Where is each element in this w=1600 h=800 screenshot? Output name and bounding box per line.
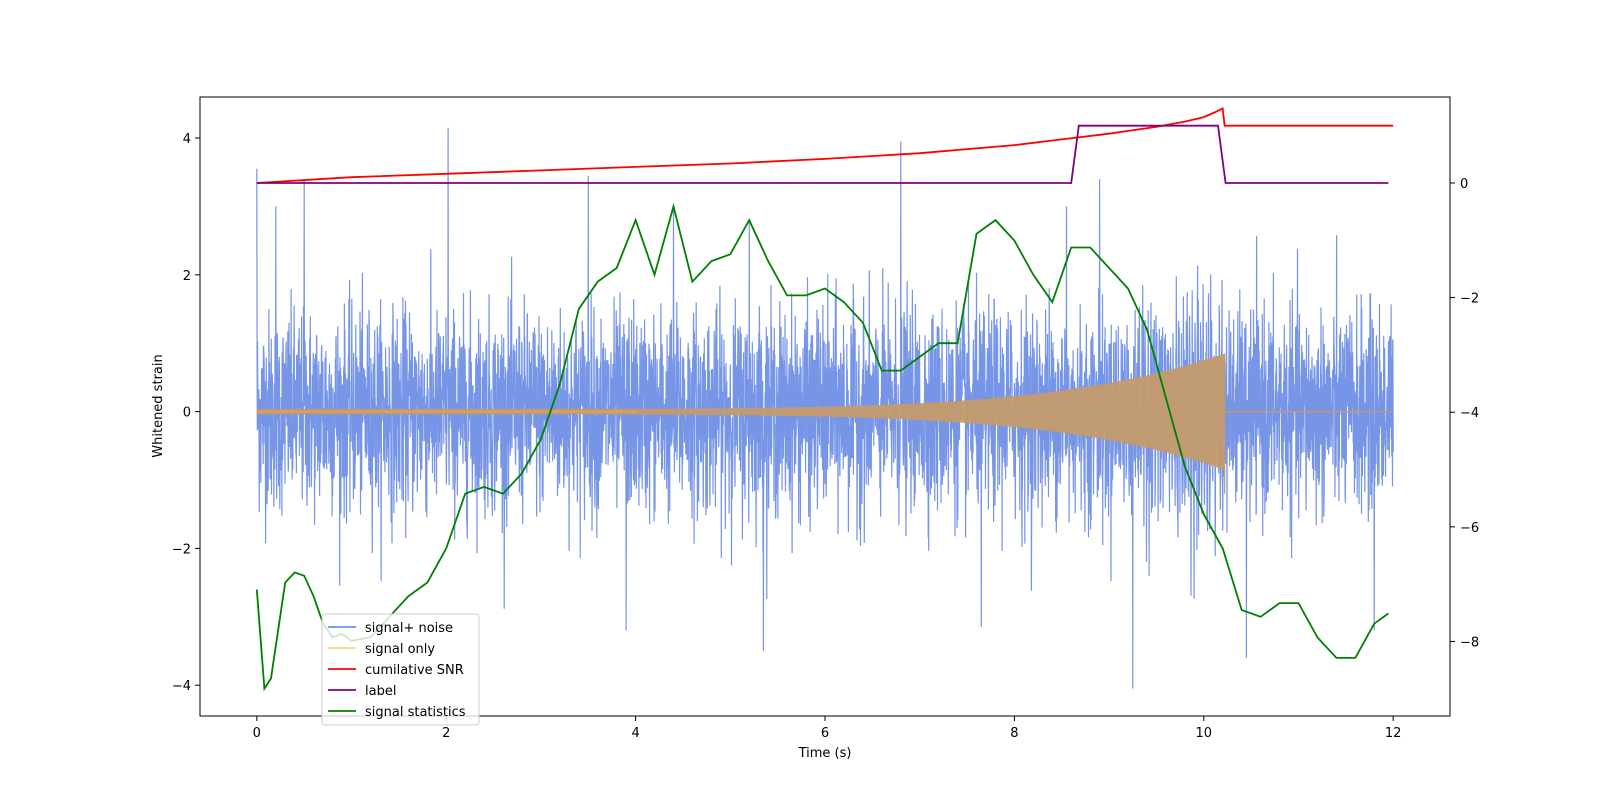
y-right-tick-label: −6 bbox=[1460, 521, 1479, 536]
series-cumulative-snr bbox=[256, 107, 1394, 184]
ticks-layer: 0 2 4 6 8 10 12 −4 −2 0 2 4 −8 −6 −4 −2 0 bbox=[172, 132, 1479, 741]
y-left-tick-label: −2 bbox=[172, 542, 191, 557]
y-left-tick-label: 4 bbox=[183, 132, 191, 147]
x-tick-label: 0 bbox=[253, 726, 261, 741]
series-signal-only-envelope bbox=[256, 353, 1225, 470]
x-tick-label: 4 bbox=[631, 726, 639, 741]
y-right-tick-label: −4 bbox=[1460, 406, 1479, 421]
y-right-tick-label: −8 bbox=[1460, 635, 1479, 650]
y-left-tick-label: 2 bbox=[183, 269, 191, 284]
legend-label: label bbox=[365, 684, 396, 699]
legend: signal+ noise signal only cumilative SNR la… bbox=[321, 613, 480, 726]
x-tick-label: 12 bbox=[1385, 726, 1402, 741]
legend-label: signal only bbox=[365, 642, 435, 657]
x-axis-label: Time (s) bbox=[798, 746, 852, 761]
y-left-tick-label: 0 bbox=[183, 406, 191, 421]
series-layer bbox=[255, 107, 1394, 692]
y-right-tick-label: −2 bbox=[1460, 292, 1479, 307]
x-tick-label: 2 bbox=[442, 726, 450, 741]
y-axis-label: Whitened strain bbox=[151, 354, 166, 457]
y-right-tick-label: 0 bbox=[1460, 177, 1468, 192]
legend-label: cumilative SNR bbox=[365, 663, 464, 678]
x-tick-label: 10 bbox=[1196, 726, 1213, 741]
series-label bbox=[256, 124, 1389, 184]
x-tick-label: 6 bbox=[821, 726, 829, 741]
y-left-tick-label: −4 bbox=[172, 679, 191, 694]
legend-label: signal+ noise bbox=[365, 621, 453, 636]
legend-label: signal statistics bbox=[365, 705, 466, 720]
legend-box bbox=[321, 613, 480, 726]
x-tick-label: 8 bbox=[1010, 726, 1018, 741]
